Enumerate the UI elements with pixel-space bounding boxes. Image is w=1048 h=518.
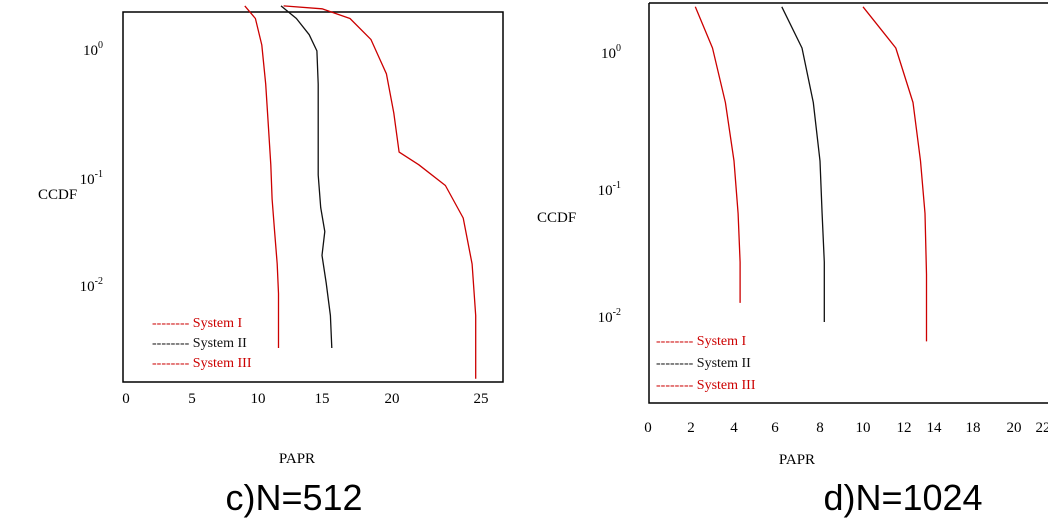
ytick-label: 100 bbox=[83, 40, 103, 59]
xtick-label: 0 bbox=[644, 420, 652, 436]
ytick-label: 10-1 bbox=[598, 180, 621, 199]
xtick-label: 5 bbox=[188, 391, 196, 407]
legend-entry: -------- System II bbox=[656, 356, 751, 371]
series-line-system-ii bbox=[781, 6, 825, 322]
xtick-labels-d: 0 2 4 6 8 10 12 14 18 20 22 bbox=[644, 420, 1048, 436]
xtick-label: 15 bbox=[315, 391, 330, 407]
xtick-label: 22 bbox=[1036, 420, 1048, 436]
chart-c: CCDF PAPR c)N=512 0 5 10 15 20 25 100 10-1 10-2… bbox=[38, 5, 504, 518]
ylabel-d: CCDF bbox=[537, 210, 576, 226]
xlabel-c: PAPR bbox=[279, 451, 315, 467]
plot-frame-d bbox=[648, 3, 1048, 404]
ytick-label: 10-1 bbox=[80, 169, 103, 188]
ytick-label: 10-2 bbox=[80, 276, 103, 295]
xtick-label: 6 bbox=[771, 420, 779, 436]
xtick-label: 20 bbox=[385, 391, 400, 407]
series-line-system-i bbox=[244, 5, 280, 348]
series-line-system-ii bbox=[280, 5, 333, 349]
xtick-label: 4 bbox=[730, 420, 738, 436]
caption-d: d)N=1024 bbox=[823, 477, 982, 518]
ytick-labels-d: 100 10-1 10-2 bbox=[598, 43, 621, 326]
legend-entry: -------- System I bbox=[656, 334, 747, 349]
ytick-labels-c: 100 10-1 10-2 bbox=[80, 40, 103, 295]
xtick-label: 2 bbox=[687, 420, 695, 436]
xtick-label: 18 bbox=[966, 420, 981, 436]
xtick-label: 10 bbox=[251, 391, 266, 407]
caption-c: c)N=512 bbox=[225, 477, 362, 518]
xtick-label: 25 bbox=[474, 391, 489, 407]
series-line-system-iii bbox=[283, 5, 477, 379]
legend-entry: -------- System I bbox=[152, 316, 243, 331]
legend-c: -------- System I -------- System II -----… bbox=[152, 316, 252, 371]
series-line-system-i bbox=[694, 6, 741, 303]
xlabel-d: PAPR bbox=[779, 452, 815, 468]
legend-d: -------- System I -------- System II -----… bbox=[656, 334, 756, 393]
xtick-labels-c: 0 5 10 15 20 25 bbox=[122, 391, 488, 407]
xtick-label: 12 bbox=[897, 420, 912, 436]
chart-d: CCDF PAPR d)N=1024 0 2 4 6 8 10 12 14 18 20 22 100… bbox=[537, 2, 1048, 518]
series-lines-d bbox=[694, 6, 928, 342]
xtick-label: 0 bbox=[122, 391, 130, 407]
ylabel-c: CCDF bbox=[38, 187, 77, 203]
xtick-label: 8 bbox=[816, 420, 824, 436]
xtick-label: 20 bbox=[1007, 420, 1022, 436]
legend-entry: -------- System II bbox=[152, 336, 247, 351]
ytick-label: 100 bbox=[601, 43, 621, 62]
plot-frame-c bbox=[122, 11, 504, 383]
xtick-label: 14 bbox=[927, 420, 943, 436]
legend-entry: -------- System III bbox=[656, 378, 756, 393]
legend-entry: -------- System III bbox=[152, 356, 252, 371]
ytick-label: 10-2 bbox=[598, 307, 621, 326]
series-lines-c bbox=[244, 5, 477, 379]
xtick-label: 10 bbox=[856, 420, 871, 436]
series-line-system-iii bbox=[862, 6, 928, 342]
